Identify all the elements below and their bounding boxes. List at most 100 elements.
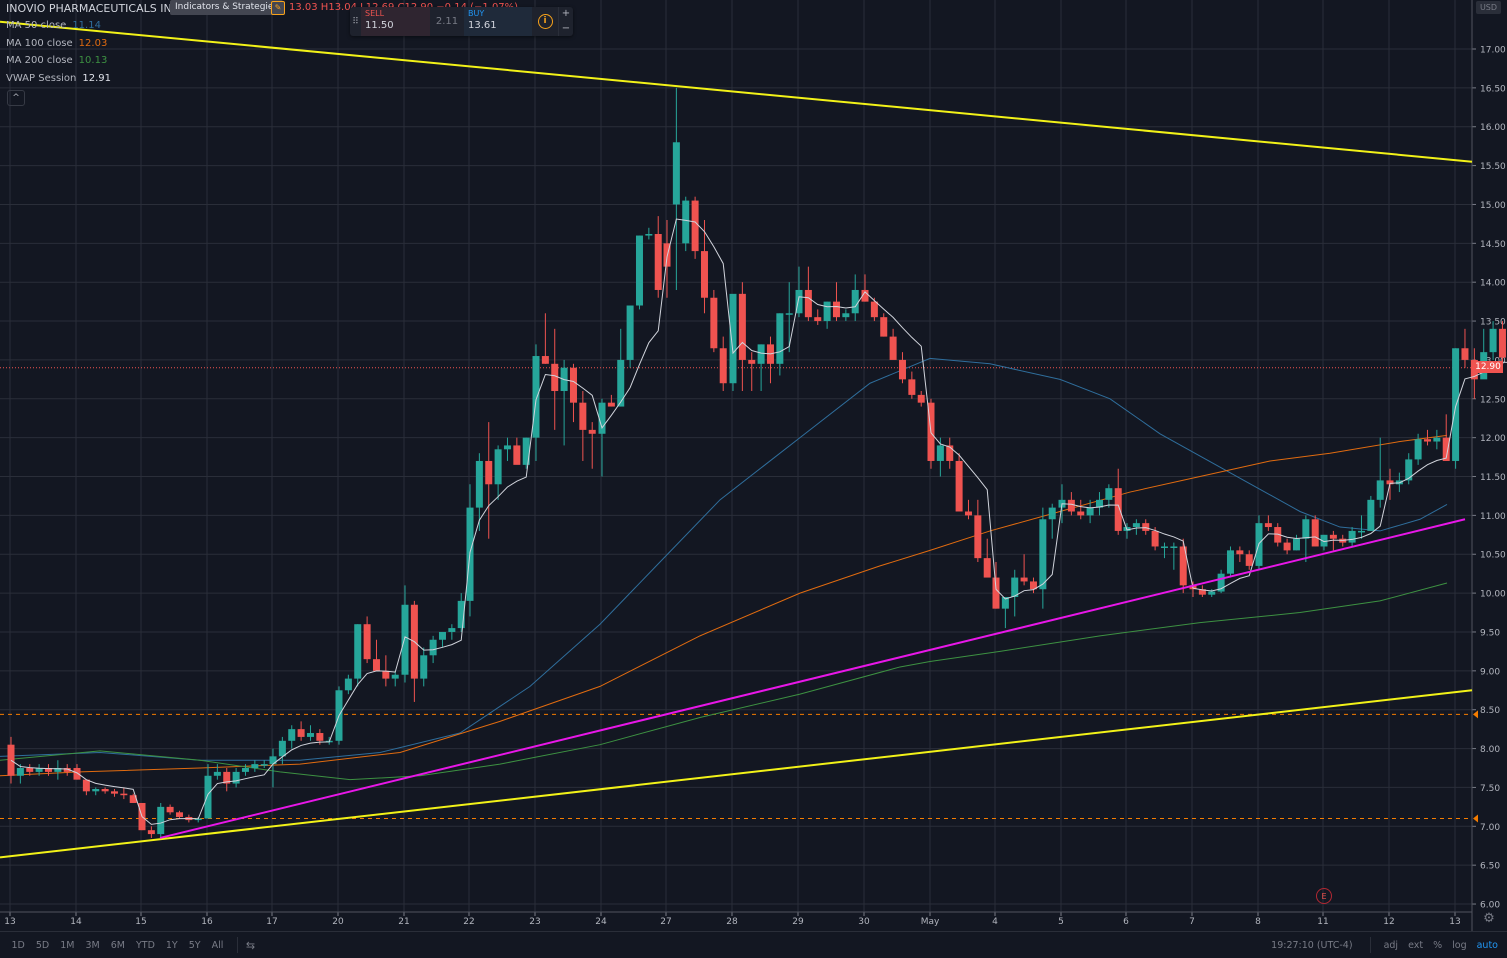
time-tick: 24 [595,917,607,927]
time-tick: 15 [135,917,146,927]
price-tick: 15.00 [1480,201,1506,211]
legend-name: VWAP Session [6,72,77,84]
time-tick: 29 [792,917,804,927]
range-6m[interactable]: 6M [110,939,125,951]
date-range-selector: 1D 5D 1M 3M 6M YTD 1Y 5Y All [6,940,229,951]
chevron-up-icon: ^ [12,93,20,103]
drag-handle-icon[interactable]: ⠿ [352,16,359,27]
indicators-strategies-button[interactable]: Indicators & Strategies [170,0,284,15]
legend-item[interactable]: VWAP Session 12.91 [6,70,111,88]
range-1m[interactable]: 1M [60,939,75,951]
price-tick: 10.00 [1480,590,1506,600]
price-tick: 6.00 [1480,901,1500,911]
buy-label: BUY [468,9,485,18]
legend-name: MA 200 close [6,55,73,66]
legend-name: MA 50 close [6,20,67,31]
go-to-date-icon[interactable]: ⇆ [245,938,256,952]
legend-item[interactable]: MA 50 close 11.14 [6,17,111,35]
legend-value: 10.13 [78,55,108,66]
quantity-minus-button[interactable]: − [561,22,571,34]
time-tick: 8 [1255,917,1261,927]
price-tick: 16.50 [1480,84,1506,94]
sell-label: SELL [365,9,385,18]
time-tick: 12 [1383,917,1394,927]
time-tick: 23 [529,917,540,927]
price-tick: 11.00 [1480,512,1506,522]
price-tick: 10.50 [1480,551,1506,561]
spread-value: 2.11 [435,16,459,27]
time-tick: 28 [726,917,738,927]
price-tick: 16.00 [1480,123,1506,133]
price-tick: 8.50 [1480,706,1500,716]
price-tick: 14.50 [1480,240,1506,250]
info-button[interactable]: i [532,7,558,36]
price-tick: 12.50 [1480,395,1506,405]
time-tick: May [921,917,940,927]
currency-label[interactable]: USD [1476,1,1501,14]
time-tick: 14 [70,917,82,927]
range-5d[interactable]: 5D [35,939,50,951]
bottom-toolbar: 1D 5D 1M 3M 6M YTD 1Y 5Y All ⇆ 19:27:10 (UTC-4) … [0,931,1507,958]
buy-button[interactable]: BUY 13.61 [464,7,532,36]
legend-item[interactable]: MA 100 close 12.03 [6,35,111,53]
range-3m[interactable]: 3M [85,939,100,951]
price-tick: 9.50 [1480,628,1500,638]
last-price-label: 12.90 [1473,361,1503,373]
price-tick: 6.50 [1480,862,1500,872]
legend-value: 11.14 [72,20,101,31]
price-tick: 7.50 [1480,784,1500,794]
info-icon: i [537,14,553,29]
time-tick: 20 [332,917,344,927]
toggle-log[interactable]: log [1452,939,1467,951]
time-tick: 30 [858,917,870,927]
toggle-percent[interactable]: % [1433,939,1443,951]
legend-value: 12.03 [78,37,108,49]
settings-gear-icon[interactable]: ⚙ [1483,911,1495,926]
time-tick: 6 [1123,917,1129,927]
time-tick: 11 [1317,917,1328,927]
trade-panel: ⠿ SELL 11.50 2.11 BUY 13.61 i + − [350,7,573,36]
clock[interactable]: 19:27:10 (UTC-4) [1271,939,1353,951]
time-tick: 5 [1058,917,1064,927]
divider [1369,937,1371,953]
symbol-title: INOVIO PHARMACEUTICALS INC · 60 [6,2,204,15]
price-tick: 14.00 [1480,279,1506,289]
divider [236,937,238,953]
price-tick: 7.00 [1480,823,1500,833]
quantity-plus-button[interactable]: + [561,8,571,19]
range-1y[interactable]: 1Y [165,939,178,951]
price-tick: 11.50 [1480,473,1506,483]
time-tick: 7 [1189,917,1195,927]
range-5y[interactable]: 5Y [188,939,201,951]
price-tick: 9.00 [1480,667,1500,677]
price-tick: 12.00 [1480,434,1506,444]
toggle-ext[interactable]: ext [1408,939,1424,951]
range-1d[interactable]: 1D [11,939,25,951]
price-tick: 8.00 [1480,745,1500,755]
time-tick: 17 [266,917,277,927]
time-tick: 27 [660,917,671,927]
price-tick: 17.00 [1480,46,1506,56]
buy-price: 13.61 [468,20,497,31]
sell-price: 11.50 [365,20,394,31]
price-tick: 15.50 [1480,162,1506,172]
earnings-marker-icon[interactable]: E [1316,888,1332,904]
time-tick: 16 [201,917,213,927]
collapse-legend-button[interactable]: ^ [7,90,25,106]
legend-value: 12.91 [82,72,112,84]
sell-button[interactable]: SELL 11.50 [361,7,430,36]
legend-item[interactable]: MA 200 close 10.13 [6,52,111,70]
time-tick: 13 [4,917,15,927]
range-all[interactable]: All [211,939,224,951]
pencil-icon[interactable]: ✎ [271,1,285,15]
time-tick: 21 [398,917,409,927]
legend-name: MA 100 close [6,37,73,49]
toggle-auto[interactable]: auto [1476,939,1498,951]
time-tick: 13 [1449,917,1460,927]
time-tick: 4 [992,917,998,927]
range-ytd[interactable]: YTD [135,939,155,951]
toggle-adj[interactable]: adj [1383,939,1399,951]
time-tick: 22 [463,917,474,927]
indicator-legend: MA 50 close 11.14 MA 100 close 12.03 MA 200 … [6,17,111,87]
